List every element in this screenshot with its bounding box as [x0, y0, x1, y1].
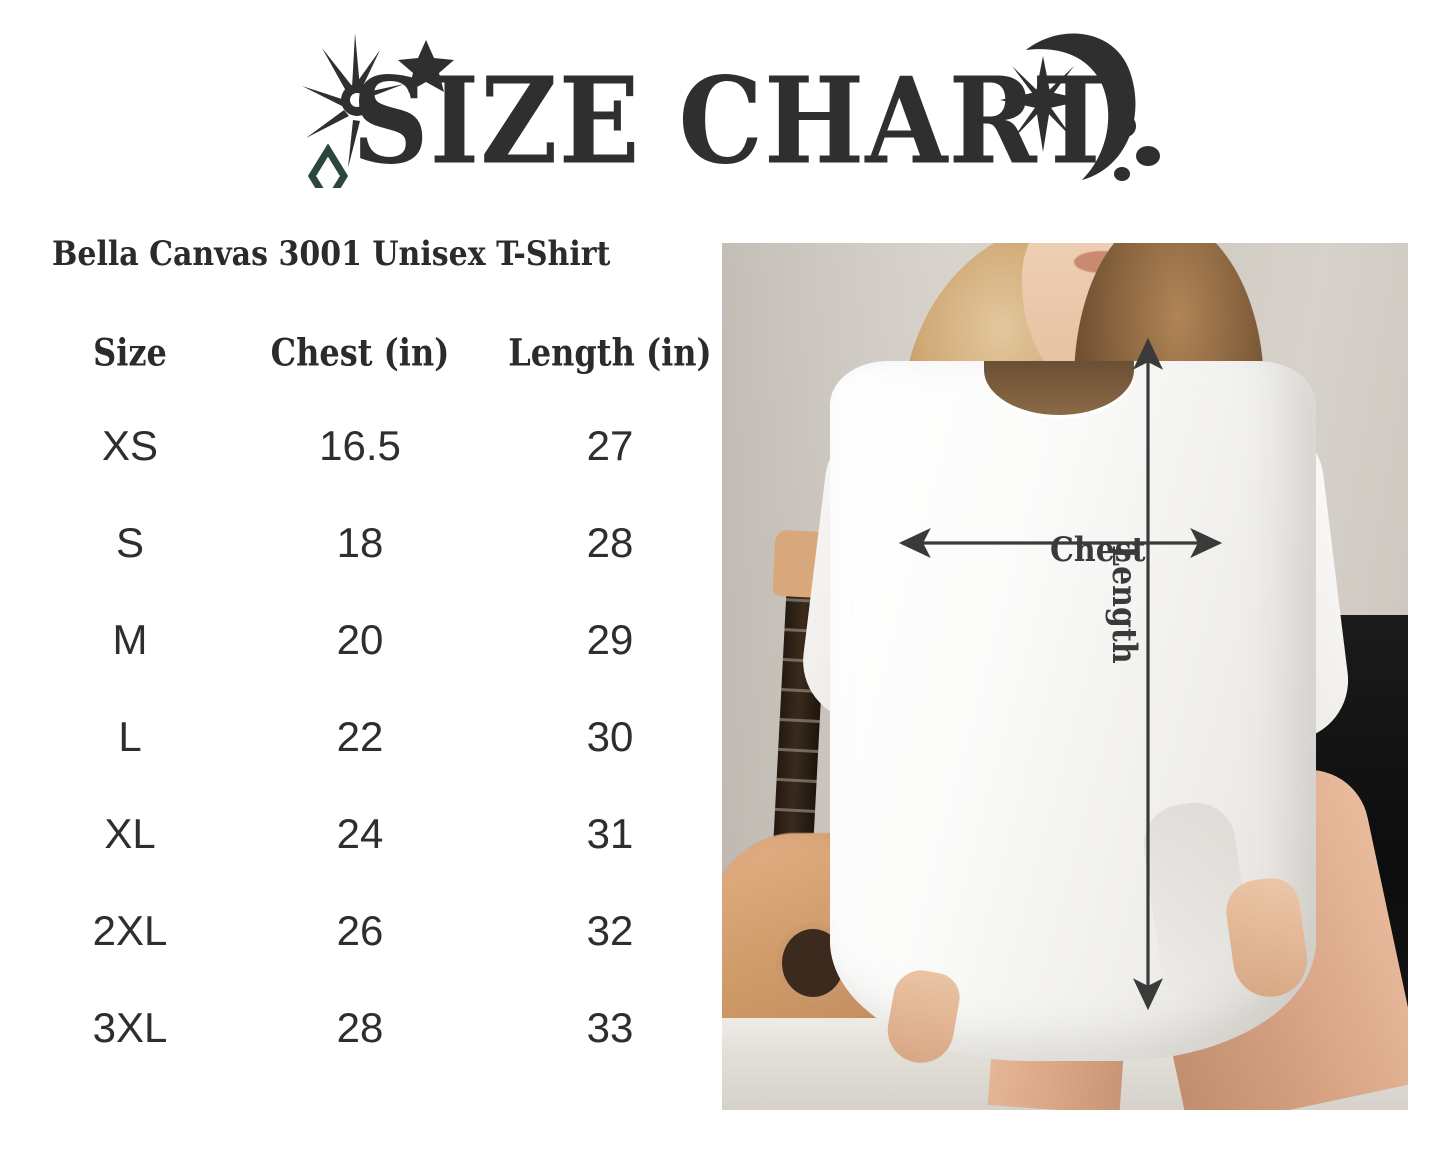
table-row: 3XL 28 33: [40, 1002, 700, 1099]
sunburst-icon: [300, 28, 430, 188]
table-row: L 22 30: [40, 711, 700, 808]
cell-size: 3XL: [92, 1004, 168, 1051]
star-icon: [396, 36, 456, 96]
crescent-moon-icon: [990, 22, 1150, 212]
measurement-overlay: [898, 337, 1223, 1011]
table-row: S 18 28: [40, 517, 700, 614]
cell-chest: 28: [336, 1004, 384, 1051]
cell-chest: 24: [336, 810, 384, 857]
table-row: 2XL 26 32: [40, 905, 700, 1002]
column-header-size: Size: [93, 330, 167, 375]
cell-length: 28: [586, 519, 634, 566]
table-header-row: Size Chest (in) Length (in): [40, 330, 712, 386]
cell-length: 32: [586, 907, 634, 954]
cell-chest: 26: [336, 907, 384, 954]
cell-length: 27: [586, 422, 634, 469]
table-body: XS 16.5 27 S 18 28 M 20 29 L 22 30 XL: [40, 420, 700, 1099]
table-row: XL 24 31: [40, 808, 700, 905]
table-row: XS 16.5 27: [40, 420, 700, 517]
cell-length: 30: [586, 713, 634, 760]
product-title: Bella Canvas 3001 Unisex T-Shirt: [52, 235, 611, 275]
table-row: M 20 29: [40, 614, 700, 711]
cell-size: S: [115, 519, 144, 566]
cell-chest: 22: [336, 713, 384, 760]
column-header-chest: Chest (in): [270, 330, 450, 375]
cell-size: XL: [104, 810, 156, 857]
cell-length: 33: [586, 1004, 634, 1051]
size-table-panel: Bella Canvas 3001 Unisex T-Shirt Size Ch…: [40, 225, 712, 1115]
sparkle-star-icon: [1000, 56, 1086, 152]
cell-chest: 18: [336, 519, 384, 566]
title-block: SIZE CHART: [300, 28, 1160, 191]
dot-icon: [1112, 116, 1172, 186]
length-label: Length: [1103, 545, 1143, 664]
chest-label: Chest: [1050, 531, 1146, 571]
cell-size: L: [118, 713, 142, 760]
column-header-length: Length (in): [508, 330, 712, 375]
cell-size: XS: [101, 422, 159, 469]
cell-length: 31: [586, 810, 634, 857]
page-title: SIZE CHART: [352, 50, 1116, 191]
page-header: SIZE CHART: [0, 0, 1445, 210]
cell-chest: 16.5: [319, 422, 401, 469]
cell-chest: 20: [336, 616, 384, 663]
cell-size: 2XL: [92, 907, 168, 954]
cell-size: M: [112, 616, 148, 663]
model-photo: Chest Length: [722, 243, 1408, 1110]
cell-length: 29: [586, 616, 634, 663]
